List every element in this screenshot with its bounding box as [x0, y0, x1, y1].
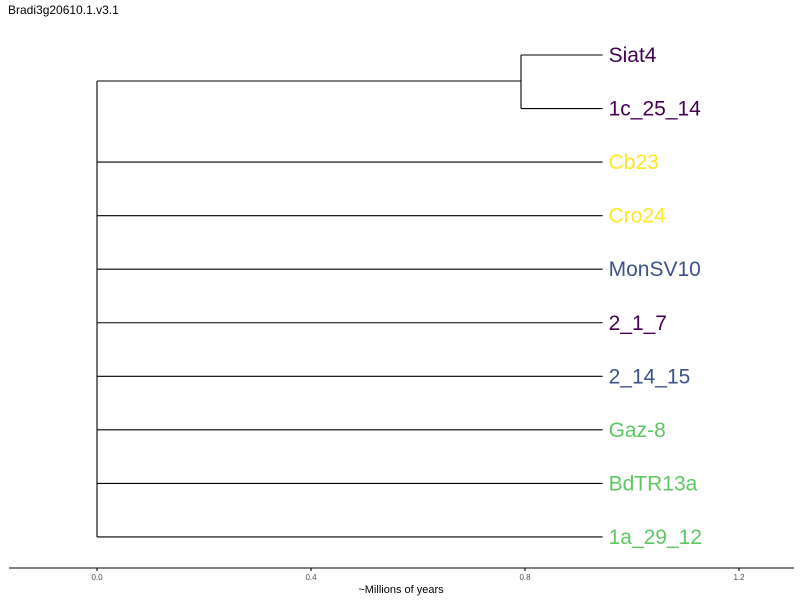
tip-label: 2_14_15 [609, 365, 691, 388]
axis-tick-label: 0.0 [91, 573, 103, 582]
tip-label: Cro24 [609, 205, 667, 228]
tip-labels: Siat4 1c_25_14 Cb23 Cro24 MonSV10 2_1_7 2_14_1… [609, 44, 702, 549]
time-axis: 0.0 0.4 0.8 1.2 [9, 567, 794, 582]
axis-tick-label: 1.2 [733, 573, 745, 582]
tip-label: Siat4 [609, 44, 657, 67]
axis-tick-label: 0.4 [305, 573, 317, 582]
tip-label: 1c_25_14 [609, 98, 702, 121]
tip-label: BdTR13a [609, 472, 698, 495]
tree-branches [96, 54, 603, 538]
tip-label: 2_1_7 [609, 312, 667, 335]
tip-label: Gaz-8 [609, 419, 666, 442]
tip-label: MonSV10 [609, 258, 701, 281]
axis-title: ~Millions of years [358, 584, 444, 596]
tip-label: Cb23 [609, 151, 659, 174]
figure-title: Bradi3g20610.1.v3.1 [8, 3, 119, 17]
axis-tick-label: 0.8 [519, 573, 531, 582]
tip-label: 1a_29_12 [609, 526, 702, 549]
